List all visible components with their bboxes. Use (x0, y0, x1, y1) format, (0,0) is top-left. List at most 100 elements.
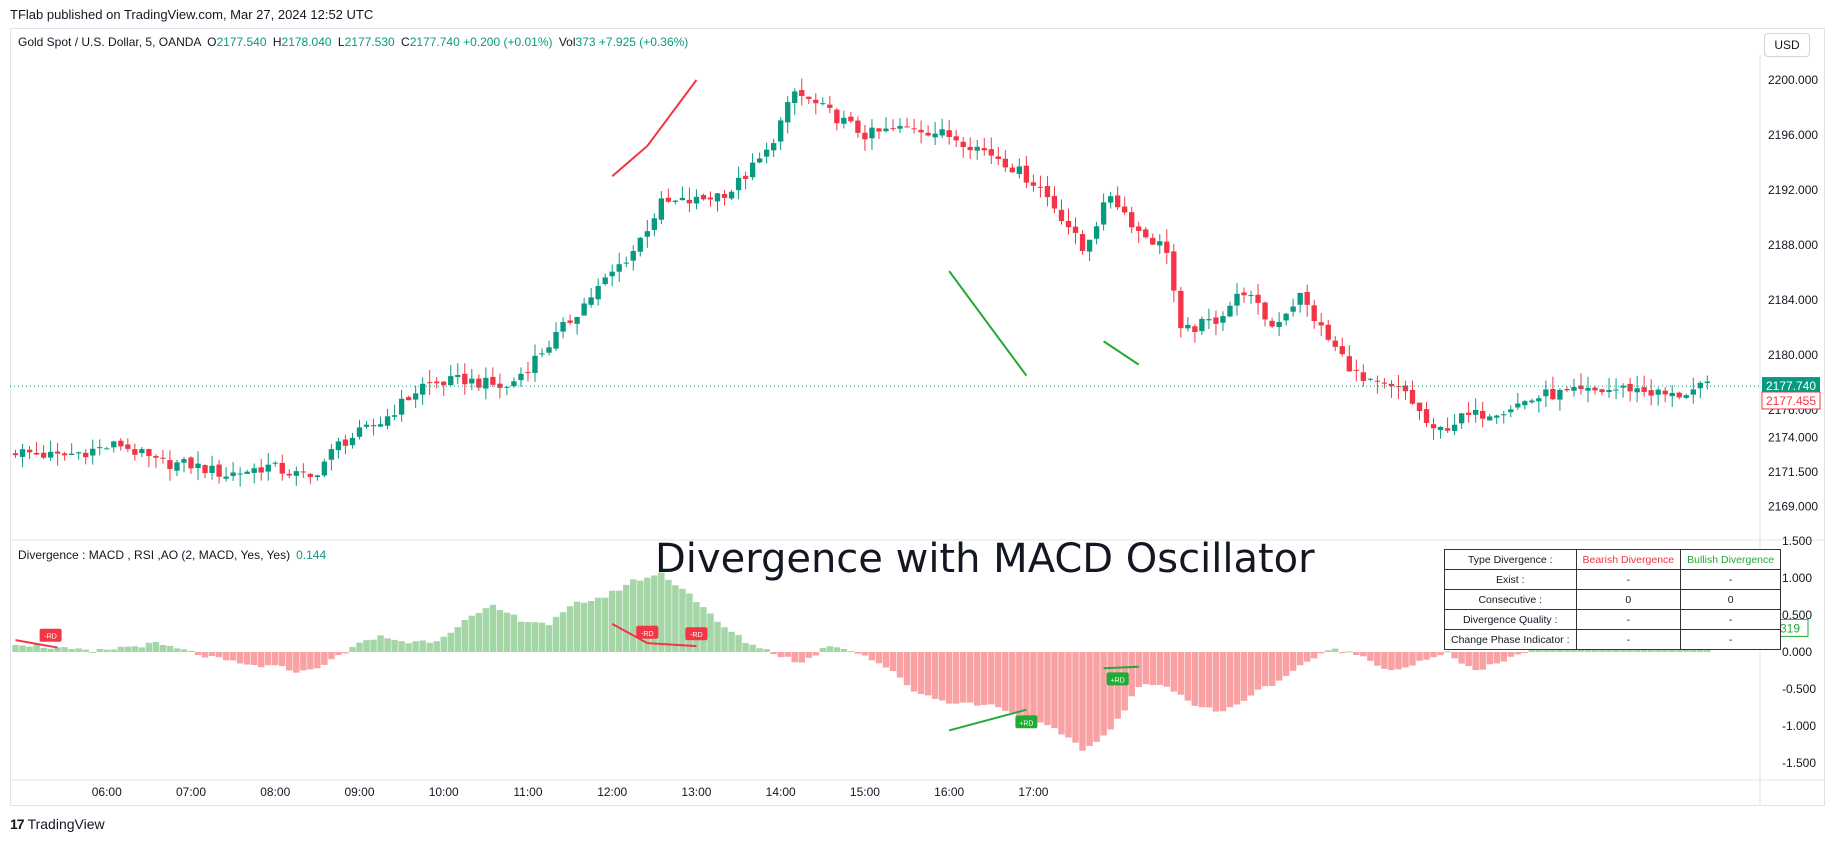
table-row: Consecutive : 0 0 (1444, 589, 1782, 610)
candle-body (862, 132, 868, 140)
histogram-bar (412, 641, 419, 652)
histogram-bar (742, 642, 749, 652)
histogram-bar (1479, 652, 1486, 670)
histogram-bar (1451, 652, 1458, 659)
histogram-bar (938, 652, 946, 701)
histogram-bar (503, 612, 511, 652)
price-tick-label: 2171.500 (1768, 465, 1818, 479)
candle-body (405, 397, 412, 401)
histogram-bar (952, 652, 960, 704)
divergence-tag (39, 628, 62, 642)
candle-body (1458, 413, 1465, 424)
histogram-bar (854, 652, 862, 654)
row-bull: - (1680, 629, 1782, 650)
candle-body (785, 102, 791, 123)
candle-body (1437, 426, 1444, 431)
candle-body (1220, 316, 1226, 323)
divergence-tag-label: +RD (1019, 720, 1033, 727)
candle-body (349, 437, 356, 446)
low-value: 2177.530 (344, 35, 395, 49)
histogram-bar (468, 615, 476, 652)
symbol-title[interactable]: Gold Spot / U.S. Dollar, 5, OANDA (18, 35, 201, 49)
histogram-bar (447, 632, 454, 652)
histogram-bar (1374, 652, 1381, 666)
candle-body (623, 262, 629, 264)
histogram-bar (12, 645, 19, 652)
histogram-bar (19, 645, 26, 652)
candle-body (497, 383, 503, 388)
osc-bearish-divergence-line (611, 623, 648, 644)
candle-body (1578, 385, 1584, 390)
candle-body (960, 141, 966, 147)
candle-body (813, 99, 819, 104)
row-label: Divergence Quality : (1444, 609, 1577, 630)
candle-body (848, 116, 854, 122)
histogram-bar (1303, 652, 1311, 662)
candle-body (1044, 186, 1051, 198)
histogram-bar (826, 646, 834, 652)
histogram-bar (26, 646, 33, 652)
secondary-price-label: 2177.455 (1766, 394, 1816, 408)
indicator-name[interactable]: Divergence : MACD , RSI ,AO (2, MACD, Ye… (18, 548, 291, 562)
candle-body (651, 218, 657, 231)
price-tick-label: 2192.000 (1768, 183, 1818, 197)
candle-body (434, 381, 440, 384)
footer-brand: 17 TradingView (10, 816, 105, 832)
candle-body (1283, 313, 1289, 321)
osc-tick-label: -1.000 (1782, 719, 1816, 733)
footer-brand-text[interactable]: TradingView (27, 816, 105, 832)
histogram-bar (1023, 652, 1030, 720)
histogram-bar (166, 645, 174, 652)
histogram-bar (587, 600, 595, 652)
histogram-bar (194, 652, 202, 656)
candle-body (869, 127, 875, 139)
histogram-bar (1444, 651, 1451, 653)
candle-body (1465, 412, 1472, 415)
histogram-bar (833, 647, 841, 652)
histogram-bar (131, 646, 139, 652)
candle-body (686, 199, 693, 204)
currency-button[interactable]: USD (1764, 33, 1810, 57)
table-header-row: Type Divergence : Bearish Divergence Bul… (1444, 549, 1782, 570)
histogram-bar (552, 616, 560, 652)
histogram-bar (981, 652, 988, 705)
histogram-bar (1086, 652, 1093, 746)
candle-body (1297, 292, 1303, 305)
price-tick-label: 2169.000 (1768, 499, 1818, 513)
candle-body (1480, 410, 1486, 419)
histogram-bar (672, 585, 679, 652)
candle-body (721, 194, 728, 198)
candle-body (911, 128, 917, 130)
candle-body (1536, 398, 1542, 402)
histogram-bar (637, 580, 644, 652)
histogram-bar (279, 652, 286, 667)
candle-body (1318, 322, 1324, 326)
price-tick-label: 2174.000 (1768, 431, 1818, 445)
candle-body (1269, 320, 1275, 327)
histogram-bar (601, 597, 609, 652)
histogram-bar (1072, 652, 1079, 743)
histogram-bar (363, 640, 370, 652)
histogram-bar (988, 652, 995, 705)
histogram-bar (265, 652, 272, 666)
histogram-bar (229, 652, 237, 661)
histogram-bar (917, 652, 925, 695)
candle-body (771, 143, 777, 151)
histogram-bar (138, 647, 146, 652)
candle-body (1543, 389, 1549, 397)
divergence-tag (636, 625, 659, 639)
volume-change-value: +7.925 (+0.36%) (598, 35, 689, 49)
candle-body (1360, 372, 1367, 381)
candle-body (1248, 295, 1254, 297)
table-row: Change Phase Indicator : - - (1444, 629, 1782, 650)
candle-body (237, 473, 243, 475)
candle-body (1093, 226, 1100, 239)
candle-body (321, 461, 328, 476)
open-value: 2177.540 (216, 35, 267, 49)
histogram-bar (707, 613, 714, 652)
candle-body (1058, 209, 1065, 222)
volume-value: 373 (575, 35, 596, 49)
histogram-bar (243, 652, 251, 665)
candle-body (792, 91, 798, 104)
